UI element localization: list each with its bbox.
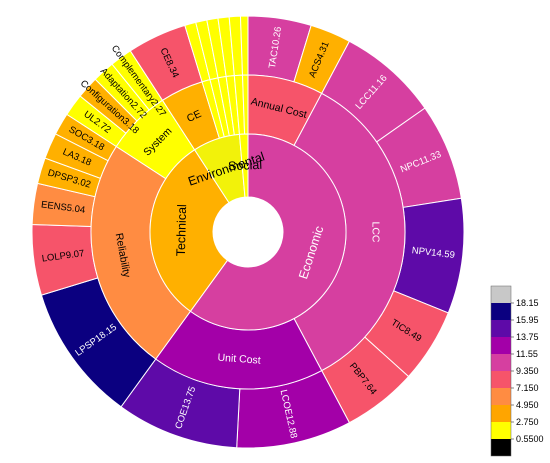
colorbar-tick-label: 7.150 — [516, 383, 539, 393]
middle-ring-label-lcc: LCC — [370, 221, 382, 242]
colorbar-band-8 — [491, 303, 511, 320]
colorbar-band-4 — [491, 371, 511, 388]
colorbar-tick-label: 15.95 — [516, 315, 539, 325]
sunburst-rings — [31, 15, 465, 449]
colorbar-band-5 — [491, 354, 511, 371]
inner-ring-label-technical: Technical — [174, 204, 189, 256]
colorbar-tick-label: 18.15 — [516, 298, 539, 308]
colorbar-tick-label: 0.5500 — [516, 434, 544, 444]
colorbar-band-1 — [491, 422, 511, 439]
middle-ring-label-ce: CE — [185, 108, 203, 125]
colorbar-band-3 — [491, 388, 511, 405]
outer-ring-label-npv14-59: NPV14.59 — [411, 245, 455, 261]
inner-ring-label-social: Social — [228, 158, 263, 173]
colorbar-tick-label: 4.950 — [516, 400, 539, 410]
middle-ring-label-unit-cost: Unit Cost — [217, 352, 261, 367]
colorbar-band-6 — [491, 337, 511, 354]
colorbar: 0.5500 2.750 4.950 7.150 9.350 11.55 13.75 15.9… — [490, 285, 544, 457]
center-hole — [213, 197, 283, 267]
colorbar-band-9 — [491, 286, 511, 303]
colorbar-tick-label: 2.750 — [516, 417, 539, 427]
colorbar-band-0 — [491, 439, 511, 456]
colorbar-tick-label: 13.75 — [516, 332, 539, 342]
colorbar-band-2 — [491, 405, 511, 422]
colorbar-tick-label: 11.55 — [516, 349, 538, 359]
colorbar-tick-label: 9.350 — [516, 366, 539, 376]
colorbar-band-7 — [491, 320, 511, 337]
